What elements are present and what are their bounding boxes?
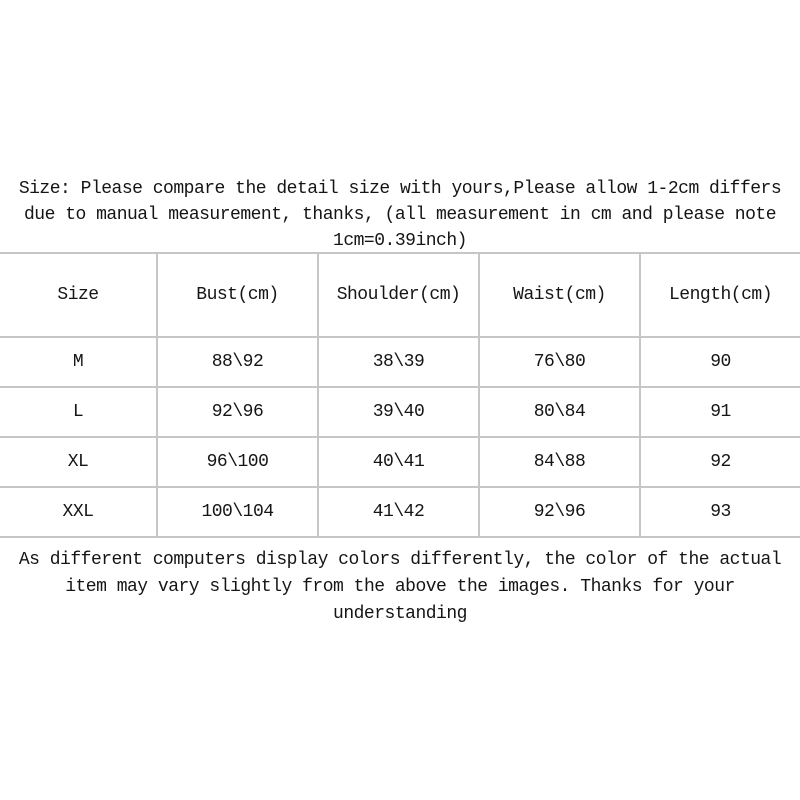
size-note: Size: Please compare the detail size wit… bbox=[15, 176, 785, 254]
color-disclaimer-line-1: As different computers display colors di… bbox=[18, 550, 782, 570]
cell-size-l: L bbox=[0, 386, 158, 438]
table-row-l: L 92\96 39\40 80\84 91 bbox=[0, 386, 800, 438]
cell-length-xl: 92 bbox=[639, 436, 800, 488]
size-note-line-3: 1cm=0.39inch) bbox=[333, 231, 467, 251]
column-header-shoulder: Shoulder(cm) bbox=[317, 252, 480, 338]
cell-bust-m: 88\92 bbox=[156, 336, 319, 388]
cell-waist-l: 80\84 bbox=[478, 386, 641, 438]
cell-waist-m: 76\80 bbox=[478, 336, 641, 388]
color-disclaimer-line-2: item may vary slightly from the above th… bbox=[65, 577, 735, 597]
table-header-row: Size Bust(cm) Shoulder(cm) Waist(cm) Len… bbox=[0, 252, 800, 338]
cell-bust-xl: 96\100 bbox=[156, 436, 319, 488]
cell-shoulder-l: 39\40 bbox=[317, 386, 480, 438]
cell-bust-l: 92\96 bbox=[156, 386, 319, 438]
cell-bust-xxl: 100\104 bbox=[156, 486, 319, 538]
cell-shoulder-xl: 40\41 bbox=[317, 436, 480, 488]
color-disclaimer-line-3: understanding bbox=[333, 604, 467, 624]
column-header-bust: Bust(cm) bbox=[156, 252, 319, 338]
cell-size-m: M bbox=[0, 336, 158, 388]
column-header-length: Length(cm) bbox=[639, 252, 800, 338]
cell-length-m: 90 bbox=[639, 336, 800, 388]
size-note-line-1: Size: Please compare the detail size wit… bbox=[18, 179, 782, 199]
cell-length-xxl: 93 bbox=[639, 486, 800, 538]
column-header-size: Size bbox=[0, 252, 158, 338]
table-row-xxl: XXL 100\104 41\42 92\96 93 bbox=[0, 486, 800, 538]
size-note-line-2: due to manual measurement, thanks, (all … bbox=[23, 205, 777, 225]
size-table: Size Bust(cm) Shoulder(cm) Waist(cm) Len… bbox=[0, 252, 800, 538]
cell-waist-xxl: 92\96 bbox=[478, 486, 641, 538]
cell-shoulder-m: 38\39 bbox=[317, 336, 480, 388]
cell-size-xxl: XXL bbox=[0, 486, 158, 538]
cell-size-xl: XL bbox=[0, 436, 158, 488]
color-disclaimer-note: As different computers display colors di… bbox=[15, 547, 785, 628]
cell-waist-xl: 84\88 bbox=[478, 436, 641, 488]
cell-length-l: 91 bbox=[639, 386, 800, 438]
table-row-m: M 88\92 38\39 76\80 90 bbox=[0, 336, 800, 388]
table-row-xl: XL 96\100 40\41 84\88 92 bbox=[0, 436, 800, 488]
column-header-waist: Waist(cm) bbox=[478, 252, 641, 338]
cell-shoulder-xxl: 41\42 bbox=[317, 486, 480, 538]
